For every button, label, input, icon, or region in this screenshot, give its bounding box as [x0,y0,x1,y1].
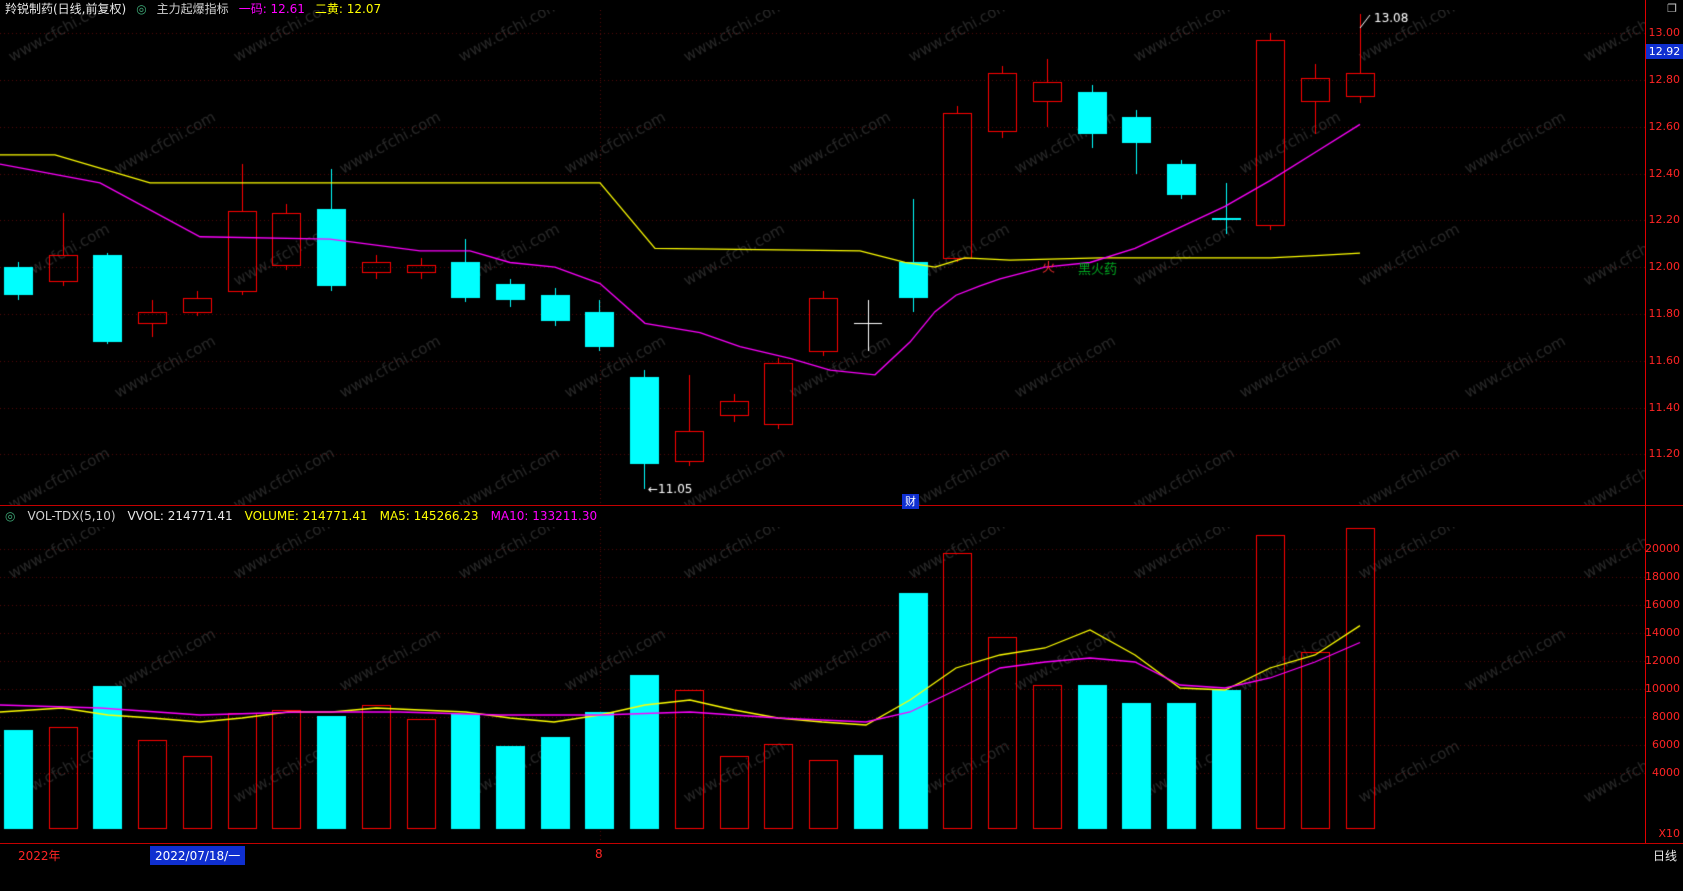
volume-axis-label: 14000 [1645,626,1680,639]
volume-axis-label: 18000 [1645,570,1680,583]
volume-axis-label: 10000 [1645,682,1680,695]
year-label: 2022年 [18,849,61,863]
price-axis-label: 12.40 [1648,166,1681,180]
vvol-value: VVOL: 214771.41 [127,509,233,523]
price-scale-column: 12.92 X10 13.00 12.80 12.60 12.40 12.20 12.00… [1645,0,1683,843]
scale-border-line [1645,0,1646,843]
price-axis-label: 13.00 [1648,26,1681,40]
period-label[interactable]: 日线 [1652,849,1677,863]
indicator-icon[interactable]: ◎ [136,2,147,16]
price-axis-label: 12.60 [1648,119,1681,133]
volume-axis-label: 12000 [1645,654,1680,667]
ma10-value: MA10: 133211.30 [490,509,598,523]
volume-axis-label: 20000 [1645,542,1680,555]
top-header-bar: 羚锐制药(日线,前复权) ◎ 主力起爆指标 一码: 12.61 二黄: 12.0… [0,0,1683,18]
volume-indicator-icon[interactable]: ◎ [5,509,16,523]
event-badge[interactable]: 财 [902,494,919,509]
price-axis-label: 12.00 [1648,260,1681,274]
window-panes-icon[interactable]: ❐ [1667,2,1677,15]
volume-header: ◎ VOL-TDX(5,10) VVOL: 214771.41 VOLUME: … [0,506,1640,526]
legend-ma-yellow: 二黄: 12.07 [314,2,382,16]
volume-axis-label: 4000 [1652,766,1680,779]
price-axis-label: 11.60 [1648,353,1681,367]
date-axis-bar: 2022年 2022/07/18/一 8 日线 [0,844,1683,891]
price-axis-label: 11.20 [1648,447,1681,461]
main-candlestick-chart[interactable] [0,10,1645,505]
ma5-value: MA5: 145266.23 [379,509,479,523]
price-axis-label: 12.20 [1648,213,1681,227]
volume-axis-label: 16000 [1645,598,1680,611]
legend-ma-magenta: 一码: 12.61 [238,2,305,16]
last-price-badge: 12.92 [1646,43,1683,59]
bottom-divider [0,843,1683,844]
volume-unit-label: X10 [1658,827,1680,840]
price-axis-label: 11.40 [1648,400,1681,414]
indicator-name[interactable]: 主力起爆指标 [156,2,229,16]
selected-date: 2022/07/18/一 [150,846,246,865]
price-axis-label: 11.80 [1648,306,1681,320]
stock-title[interactable]: 羚锐制药(日线,前复权) [5,2,127,16]
volume-chart[interactable] [0,527,1645,843]
volume-indicator-name[interactable]: VOL-TDX(5,10) [27,509,116,523]
month-label: 8 [595,847,603,861]
volume-value: VOLUME: 214771.41 [244,509,368,523]
panel-divider [0,505,1683,506]
price-axis-label: 12.80 [1648,72,1681,86]
volume-axis-label: 6000 [1652,738,1680,751]
volume-axis-label: 8000 [1652,710,1680,723]
